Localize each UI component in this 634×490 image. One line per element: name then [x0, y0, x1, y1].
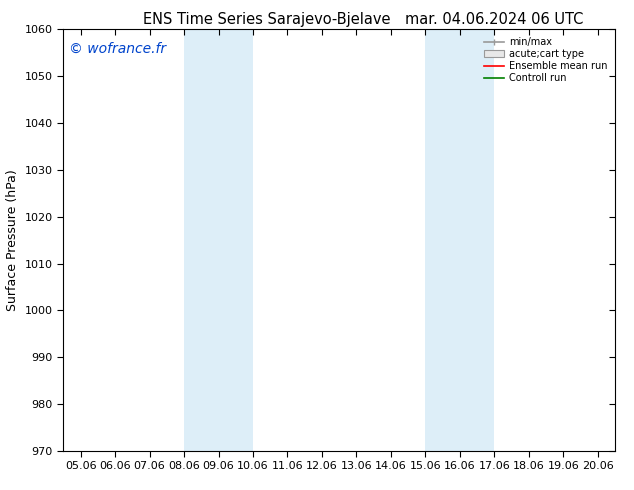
- Bar: [425, 29, 495, 451]
- Text: © wofrance.fr: © wofrance.fr: [69, 42, 166, 56]
- Legend: min/max, acute;cart type, Ensemble mean run, Controll run: min/max, acute;cart type, Ensemble mean …: [481, 34, 610, 86]
- Y-axis label: Surface Pressure (hPa): Surface Pressure (hPa): [6, 169, 19, 311]
- Text: mar. 04.06.2024 06 UTC: mar. 04.06.2024 06 UTC: [405, 12, 584, 27]
- Bar: [184, 29, 253, 451]
- Text: ENS Time Series Sarajevo-Bjelave: ENS Time Series Sarajevo-Bjelave: [143, 12, 390, 27]
